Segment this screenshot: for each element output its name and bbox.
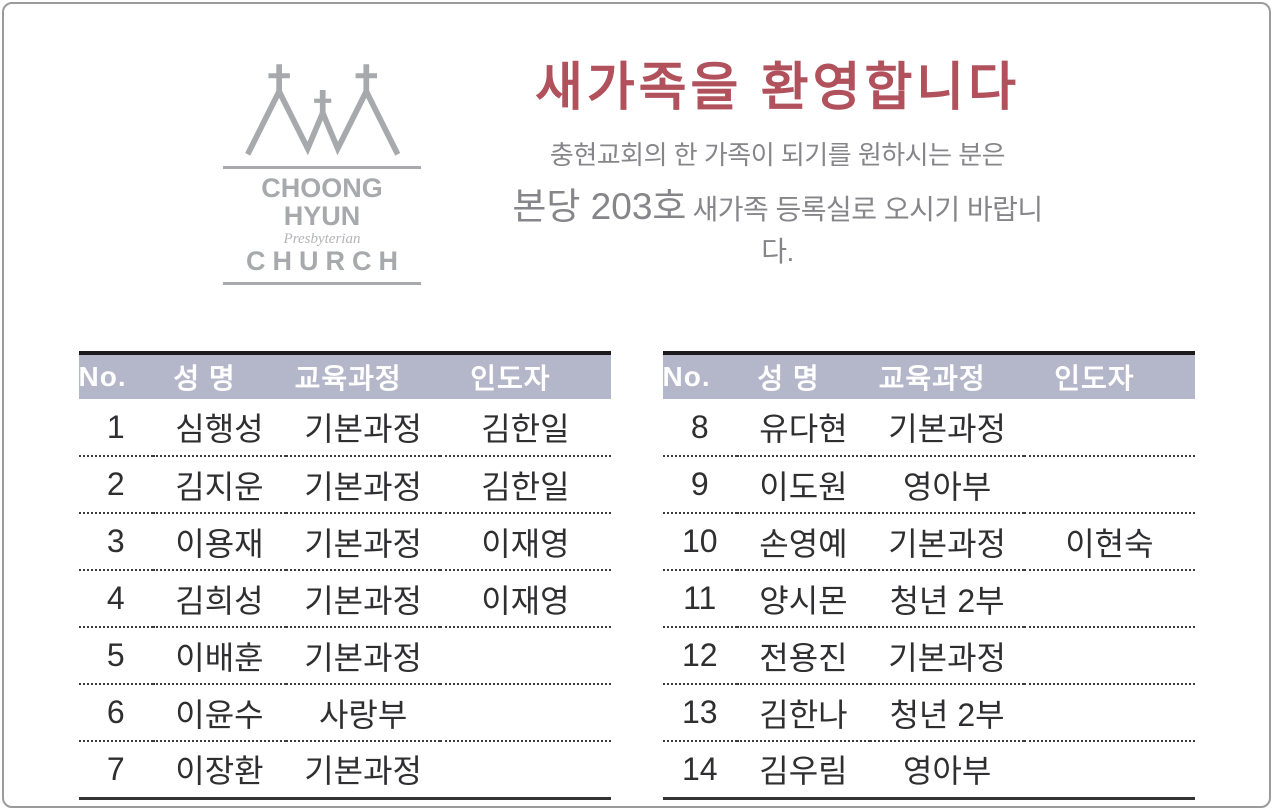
cell-course: 기본과정 xyxy=(285,456,441,515)
table-row: 1 심행성 기본과정 김한일 xyxy=(78,399,611,458)
cell-name: 유다현 xyxy=(736,399,870,458)
church-logo: CHOONG HYUN Presbyterian CHURCH xyxy=(223,60,421,286)
cell-course: 기본과정 xyxy=(869,399,1025,458)
cell-course: 영아부 xyxy=(869,456,1025,515)
room-number-emphasis: 본당 203호 xyxy=(512,186,687,228)
cell-name: 심행성 xyxy=(152,399,286,458)
table-header-row: No. 성 명 교육과정 인도자 xyxy=(662,352,1195,400)
cell-name: 김지운 xyxy=(152,456,286,515)
subtitle-line2: 본당 203호 새가족 등록실로 오시기 바랍니다. xyxy=(505,176,1050,270)
cell-leader xyxy=(440,741,610,798)
cell-no: 14 xyxy=(681,750,718,787)
cell-course: 기본과정 xyxy=(285,627,441,686)
cell-leader xyxy=(440,627,611,686)
col-header-no: No. xyxy=(662,352,737,400)
table-row: 10 손영예 기본과정 이현숙 xyxy=(662,513,1195,572)
cell-name: 양시몬 xyxy=(736,570,870,629)
cell-leader: 이현숙 xyxy=(1024,513,1195,572)
cell-name: 전용진 xyxy=(736,627,870,686)
cell-course: 기본과정 xyxy=(285,513,441,572)
cell-name: 이장환 xyxy=(175,753,264,790)
title-block: 새가족을 환영합니다 충현교회의 한 가족이 되기를 원하시는 분은 본당 20… xyxy=(505,59,1050,270)
col-header-leader: 인도자 xyxy=(1024,352,1195,400)
cell-course: 청년 2부 xyxy=(869,684,1025,743)
table-header-row: No. 성 명 교육과정 인도자 xyxy=(78,352,611,400)
cell-leader: 이재영 xyxy=(440,513,611,572)
table-row: 8 유다현 기본과정 xyxy=(662,399,1195,458)
cell-no: 13 xyxy=(662,684,737,743)
header: CHOONG HYUN Presbyterian CHURCH 새가족을 환영합… xyxy=(4,59,1269,286)
cell-no: 2 xyxy=(78,456,153,515)
church-logo-text: CHOONG HYUN Presbyterian CHURCH xyxy=(223,166,421,286)
table-row: 7 이장환 기본과정 xyxy=(79,741,611,798)
cell-leader xyxy=(1024,627,1195,686)
cell-leader xyxy=(1024,684,1195,743)
cell-course: 기본과정 xyxy=(304,753,422,790)
col-header-name: 성 명 xyxy=(736,352,870,400)
table-row: 12 전용진 기본과정 xyxy=(662,627,1195,686)
table-row: 3 이용재 기본과정 이재영 xyxy=(78,513,611,572)
church-name-english: CHOONG HYUN xyxy=(261,173,383,232)
roster-table-right: No. 성 명 교육과정 인도자 8 유다현 기본과정 9 이도원 영아부 xyxy=(662,351,1195,800)
cell-no: 10 xyxy=(662,513,737,572)
col-header-name: 성 명 xyxy=(152,352,286,400)
col-header-leader: 인도자 xyxy=(440,352,611,400)
church-word: CHURCH xyxy=(246,245,405,276)
table-row: 14 김우림 영아부 xyxy=(663,741,1195,798)
cell-no: 6 xyxy=(78,684,153,743)
col-header-course: 교육과정 xyxy=(869,352,1025,400)
cell-name: 김우림 xyxy=(759,753,848,790)
page-title: 새가족을 환영합니다 xyxy=(534,59,1020,117)
cell-no: 4 xyxy=(78,570,153,629)
cell-leader: 김한일 xyxy=(440,456,611,515)
cell-leader: 이재영 xyxy=(440,570,611,629)
roster-table-left: No. 성 명 교육과정 인도자 1 심행성 기본과정 김한일 2 김지운 기본… xyxy=(78,351,611,800)
cell-leader xyxy=(440,684,611,743)
cell-course: 청년 2부 xyxy=(869,570,1025,629)
cell-leader xyxy=(1024,741,1194,798)
cell-name: 김한나 xyxy=(736,684,870,743)
church-denomination: Presbyterian xyxy=(283,230,361,247)
cell-course: 기본과정 xyxy=(869,627,1025,686)
cell-no: 5 xyxy=(78,627,153,686)
cell-leader: 김한일 xyxy=(440,399,611,458)
cell-name: 이윤수 xyxy=(152,684,286,743)
col-header-course: 교육과정 xyxy=(285,352,441,400)
cell-leader xyxy=(1024,456,1195,515)
cell-course: 기본과정 xyxy=(285,570,441,629)
subtitle-line2-rest: 새가족 등록실로 오시기 바랍니다. xyxy=(692,194,1043,268)
table-row: 9 이도원 영아부 xyxy=(662,456,1195,515)
table-row: 6 이윤수 사랑부 xyxy=(78,684,611,743)
cell-name: 김희성 xyxy=(152,570,286,629)
cell-course: 기본과정 xyxy=(285,399,441,458)
cell-course: 영아부 xyxy=(902,753,992,790)
table-row: 11 양시몬 청년 2부 xyxy=(662,570,1195,629)
cell-leader xyxy=(1024,399,1195,458)
cell-course: 사랑부 xyxy=(285,684,441,743)
cell-no: 12 xyxy=(662,627,737,686)
table-row: 4 김희성 기본과정 이재영 xyxy=(78,570,611,629)
cell-no: 7 xyxy=(106,750,125,787)
cell-name: 손영예 xyxy=(736,513,870,572)
three-crosses-icon xyxy=(245,64,401,156)
cell-course: 기본과정 xyxy=(869,513,1025,572)
col-header-no: No. xyxy=(78,352,153,400)
cell-no: 1 xyxy=(78,399,153,458)
table-row: 5 이배훈 기본과정 xyxy=(78,627,611,686)
cell-leader xyxy=(1024,570,1195,629)
cell-name: 이용재 xyxy=(152,513,286,572)
subtitle-line1: 충현교회의 한 가족이 되기를 원하시는 분은 xyxy=(549,140,1006,171)
cell-name: 이배훈 xyxy=(152,627,286,686)
cell-no: 11 xyxy=(662,570,737,629)
roster-section: No. 성 명 교육과정 인도자 1 심행성 기본과정 김한일 2 김지운 기본… xyxy=(4,351,1269,800)
table-row: 13 김한나 청년 2부 xyxy=(662,684,1195,743)
cell-no: 9 xyxy=(662,456,737,515)
table-row: 2 김지운 기본과정 김한일 xyxy=(78,456,611,515)
cell-name: 이도원 xyxy=(736,456,870,515)
cell-no: 8 xyxy=(662,399,737,458)
cell-no: 3 xyxy=(78,513,153,572)
